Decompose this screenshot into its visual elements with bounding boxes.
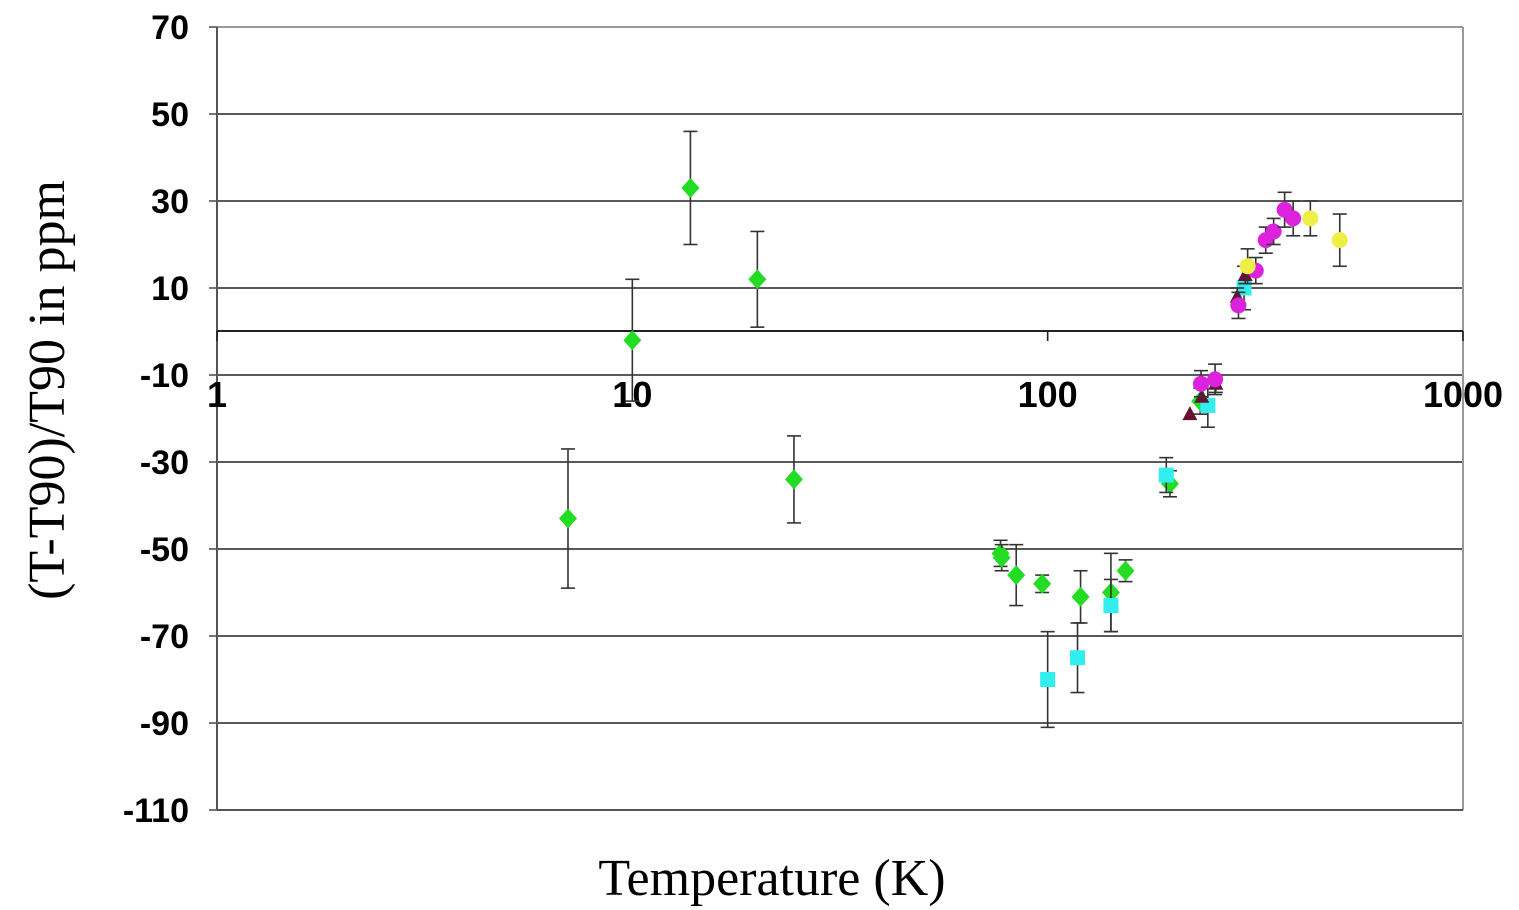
y-tick-label: 50 (151, 96, 189, 134)
data-point-diamond (992, 547, 1011, 568)
data-point-circle (1230, 297, 1247, 314)
data-marks (558, 130, 1348, 729)
gridlines (217, 113, 1463, 724)
data-point-circle (1207, 371, 1224, 388)
y-axis-title: (T-T90)/T90 in ppm (19, 180, 76, 600)
data-point-diamond (558, 508, 577, 529)
y-tick-labels: 70 50 30 10 -10 -30 -50 -70 -90 -110 (123, 9, 189, 830)
data-point-triangle (1182, 406, 1198, 421)
data-point-square (1103, 598, 1119, 614)
data-point-diamond (681, 177, 700, 198)
y-tick-label: 70 (151, 9, 189, 47)
x-tick-label: 100 (1018, 374, 1078, 415)
y-tick-label: -110 (123, 792, 189, 830)
data-point-circle (1239, 258, 1256, 275)
y-tick-label: -70 (140, 618, 189, 656)
data-point-diamond (1071, 586, 1090, 607)
data-point-diamond (623, 330, 642, 351)
data-point-diamond (1007, 565, 1026, 586)
y-tick-label: 10 (151, 270, 189, 308)
x-axis-title: Temperature (K) (598, 850, 945, 907)
y-tick-label: 30 (151, 183, 189, 221)
data-point-square (1040, 672, 1056, 687)
data-point-square (1070, 650, 1086, 666)
data-point-circle (1285, 210, 1302, 227)
x-tick-label: 1 (207, 374, 227, 415)
data-point-square (1158, 467, 1174, 483)
series-circle (1193, 191, 1302, 398)
data-point-circle (1265, 223, 1282, 240)
data-point-circle (1302, 210, 1319, 227)
data-point-triangle (1237, 266, 1253, 281)
y-tick-label: -30 (140, 444, 189, 482)
series-circle (1239, 200, 1348, 285)
data-point-diamond (1033, 573, 1052, 594)
data-point-diamond (1116, 560, 1135, 581)
data-point-diamond (748, 269, 767, 290)
data-point-circle (1193, 375, 1210, 392)
y-tick-label: -50 (140, 531, 189, 569)
y-tick-label: -10 (140, 357, 189, 395)
x-tick-label: 1000 (1423, 374, 1503, 415)
data-point-circle (1331, 232, 1348, 249)
y-tick-label: -90 (140, 705, 189, 743)
plot-frame (209, 26, 1464, 811)
series-square (1040, 265, 1252, 729)
data-point-diamond (784, 469, 803, 490)
